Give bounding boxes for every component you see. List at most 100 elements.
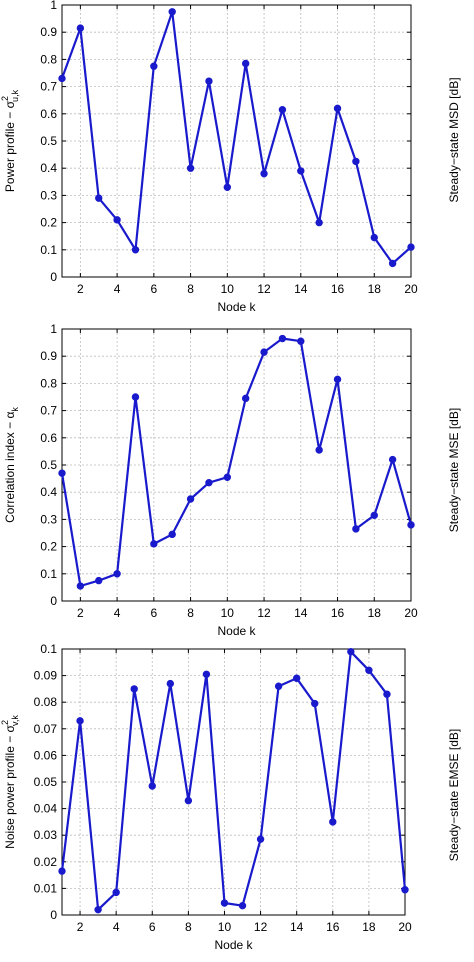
data-point bbox=[186, 495, 195, 503]
x-tick-label: 10 bbox=[221, 282, 235, 296]
data-point bbox=[130, 685, 138, 693]
side-label-emse: Steady−state EMSE [dB] bbox=[447, 729, 461, 861]
y-tick-label: 0.6 bbox=[40, 107, 57, 121]
data-point bbox=[166, 679, 175, 688]
data-point bbox=[94, 905, 102, 914]
data-point bbox=[205, 478, 213, 487]
y-tick-label: 0.5 bbox=[40, 134, 57, 148]
y-tick-label: 0.9 bbox=[40, 25, 57, 39]
x-tick-label: 18 bbox=[368, 282, 382, 296]
data-point bbox=[297, 167, 305, 175]
data-point bbox=[76, 582, 85, 590]
y-tick-label: 0.07 bbox=[34, 722, 58, 736]
data-point bbox=[333, 104, 342, 113]
data-point bbox=[388, 455, 397, 464]
side-label-msd: Steady−state MSD [dB] bbox=[447, 77, 461, 202]
data-point bbox=[238, 901, 247, 910]
data-point bbox=[131, 393, 140, 401]
x-tick-label: 8 bbox=[187, 282, 194, 296]
y-tick-label: 0.1 bbox=[40, 567, 57, 581]
y-tick-label: 0 bbox=[50, 594, 57, 608]
x-axis-label: Node k bbox=[214, 938, 253, 952]
x-tick-label: 20 bbox=[404, 282, 418, 296]
x-tick-label: 2 bbox=[77, 606, 84, 620]
data-point bbox=[407, 243, 415, 251]
y-tick-label: 0 bbox=[50, 270, 57, 284]
x-tick-label: 16 bbox=[331, 282, 345, 296]
y-tick-label: 0.02 bbox=[34, 855, 58, 869]
x-tick-label: 8 bbox=[185, 920, 192, 934]
x-tick-label: 16 bbox=[326, 920, 340, 934]
correlation-index-chart: 2 4 6 8 10 12 14 16 18 20 0 0.1 0.2 0.3 0.4 0.5 0.6 0.7 0.… bbox=[3, 322, 418, 638]
data-point bbox=[223, 183, 232, 191]
data-point bbox=[370, 233, 378, 242]
series-line bbox=[60, 10, 412, 265]
y-axis-label-sup: 2 bbox=[0, 96, 10, 101]
data-point bbox=[315, 218, 323, 227]
x-tick-label: 10 bbox=[218, 920, 232, 934]
data-point bbox=[148, 782, 156, 790]
x-tick-label: 12 bbox=[257, 282, 271, 296]
y-tick-label: 0 bbox=[50, 908, 57, 922]
data-point bbox=[58, 74, 66, 83]
data-point bbox=[260, 348, 268, 356]
y-tick-label: 0.08 bbox=[34, 695, 58, 709]
y-tick-label: 1 bbox=[50, 322, 57, 336]
data-point bbox=[113, 216, 121, 224]
side-label-mse: Steady−state MSE [dB] bbox=[447, 408, 461, 532]
y-tick-label: 0.7 bbox=[40, 80, 57, 94]
x-tick-label: 4 bbox=[114, 606, 121, 620]
data-point bbox=[241, 59, 250, 68]
y-tick-label: 0.4 bbox=[40, 485, 57, 499]
y-axis-label-sup: 2 bbox=[0, 720, 10, 725]
y-axis-label: Correlation index − αk bbox=[3, 407, 20, 523]
data-point bbox=[365, 666, 373, 674]
data-point bbox=[352, 157, 360, 166]
y-axis-label-main: Noise power profile − σ bbox=[3, 724, 17, 848]
y-tick-label: 0.7 bbox=[40, 404, 57, 418]
x-tick-label: 6 bbox=[150, 282, 157, 296]
data-point bbox=[407, 521, 415, 529]
x-tick-label: 6 bbox=[149, 920, 156, 934]
x-tick-label: 14 bbox=[290, 920, 304, 934]
y-axis-label-sub: v,k bbox=[10, 715, 20, 726]
x-tick-label: 20 bbox=[398, 920, 412, 934]
data-point bbox=[168, 8, 176, 16]
data-point bbox=[58, 469, 66, 477]
y-tick-label: 0.09 bbox=[34, 669, 58, 683]
y-tick-label: 0.1 bbox=[40, 642, 57, 656]
data-point bbox=[333, 375, 342, 384]
noise-power-profile-chart: 2 4 6 8 10 12 14 16 18 20 0 0.01 0.02 0.03 0.04 0.05 0.0… bbox=[0, 642, 412, 952]
x-tick-label: 14 bbox=[294, 282, 308, 296]
x-tick-label: 12 bbox=[257, 606, 271, 620]
y-tick-label: 0.2 bbox=[40, 540, 57, 554]
x-tick-label: 4 bbox=[113, 920, 120, 934]
y-axis-label-sub: k bbox=[10, 407, 20, 412]
data-point bbox=[220, 899, 229, 907]
data-point bbox=[347, 647, 355, 656]
data-point bbox=[150, 540, 158, 548]
y-tick-label: 0.3 bbox=[40, 188, 57, 202]
y-tick-label: 0.5 bbox=[40, 458, 57, 472]
series-line bbox=[60, 650, 407, 911]
y-tick-label: 0.9 bbox=[40, 349, 57, 363]
data-point bbox=[329, 818, 337, 826]
x-tick-label: 12 bbox=[254, 920, 268, 934]
data-point bbox=[256, 835, 265, 843]
y-tick-label: 0.06 bbox=[34, 748, 58, 762]
x-tick-label: 6 bbox=[150, 606, 157, 620]
data-point bbox=[76, 24, 85, 32]
data-point bbox=[311, 699, 319, 708]
x-tick-label: 14 bbox=[294, 606, 308, 620]
y-tick-label: 0.01 bbox=[34, 881, 58, 895]
data-point bbox=[202, 670, 211, 678]
y-tick-label: 0.8 bbox=[40, 376, 57, 390]
data-point bbox=[352, 525, 360, 533]
data-point bbox=[184, 796, 193, 805]
data-point bbox=[168, 530, 176, 539]
y-tick-label: 0.04 bbox=[34, 802, 58, 816]
data-point bbox=[58, 867, 66, 875]
data-point bbox=[388, 259, 397, 268]
y-tick-label: 0.8 bbox=[40, 52, 57, 66]
y-axis-label: Power profile − σ2u,k bbox=[0, 89, 20, 192]
